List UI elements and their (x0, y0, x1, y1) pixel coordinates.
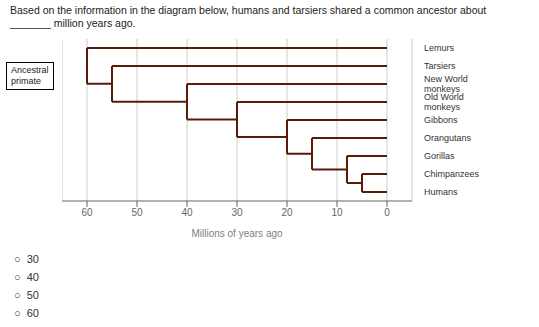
svg-text:0: 0 (384, 207, 390, 218)
svg-text:30: 30 (231, 207, 243, 218)
html-text:○ 30: ○ 30 (14, 253, 39, 265)
svg-text:Humans: Humans (424, 187, 458, 197)
svg-text:20: 20 (281, 207, 293, 218)
html-text:○ 60: ○ 60 (14, 307, 39, 319)
svg-text:60: 60 (81, 207, 93, 218)
svg-text:50: 50 (131, 207, 143, 218)
html-text:○ 40: ○ 40 (14, 271, 39, 283)
html-text:Ancestral: Ancestral (11, 65, 49, 75)
svg-text:Orangutans: Orangutans (424, 133, 472, 143)
svg-text:Tarsiers: Tarsiers (424, 61, 456, 71)
svg-text:Old Worldmonkeys: Old Worldmonkeys (424, 92, 464, 112)
svg-text:Millions of years ago: Millions of years ago (191, 228, 283, 239)
svg-text:Gibbons: Gibbons (424, 115, 458, 125)
svg-text:New Worldmonkeys: New Worldmonkeys (424, 74, 468, 94)
svg-text:Gorillas: Gorillas (424, 151, 455, 161)
html-text:primate: primate (11, 76, 41, 86)
svg-text:40: 40 (181, 207, 193, 218)
html-text:○ 50: ○ 50 (14, 289, 39, 301)
svg-text:10: 10 (331, 207, 343, 218)
svg-text:Lemurs: Lemurs (424, 43, 455, 53)
svg-text:Chimpanzees: Chimpanzees (424, 169, 480, 179)
html-text:Based on the information in th: Based on the information in the diagram … (10, 4, 487, 29)
